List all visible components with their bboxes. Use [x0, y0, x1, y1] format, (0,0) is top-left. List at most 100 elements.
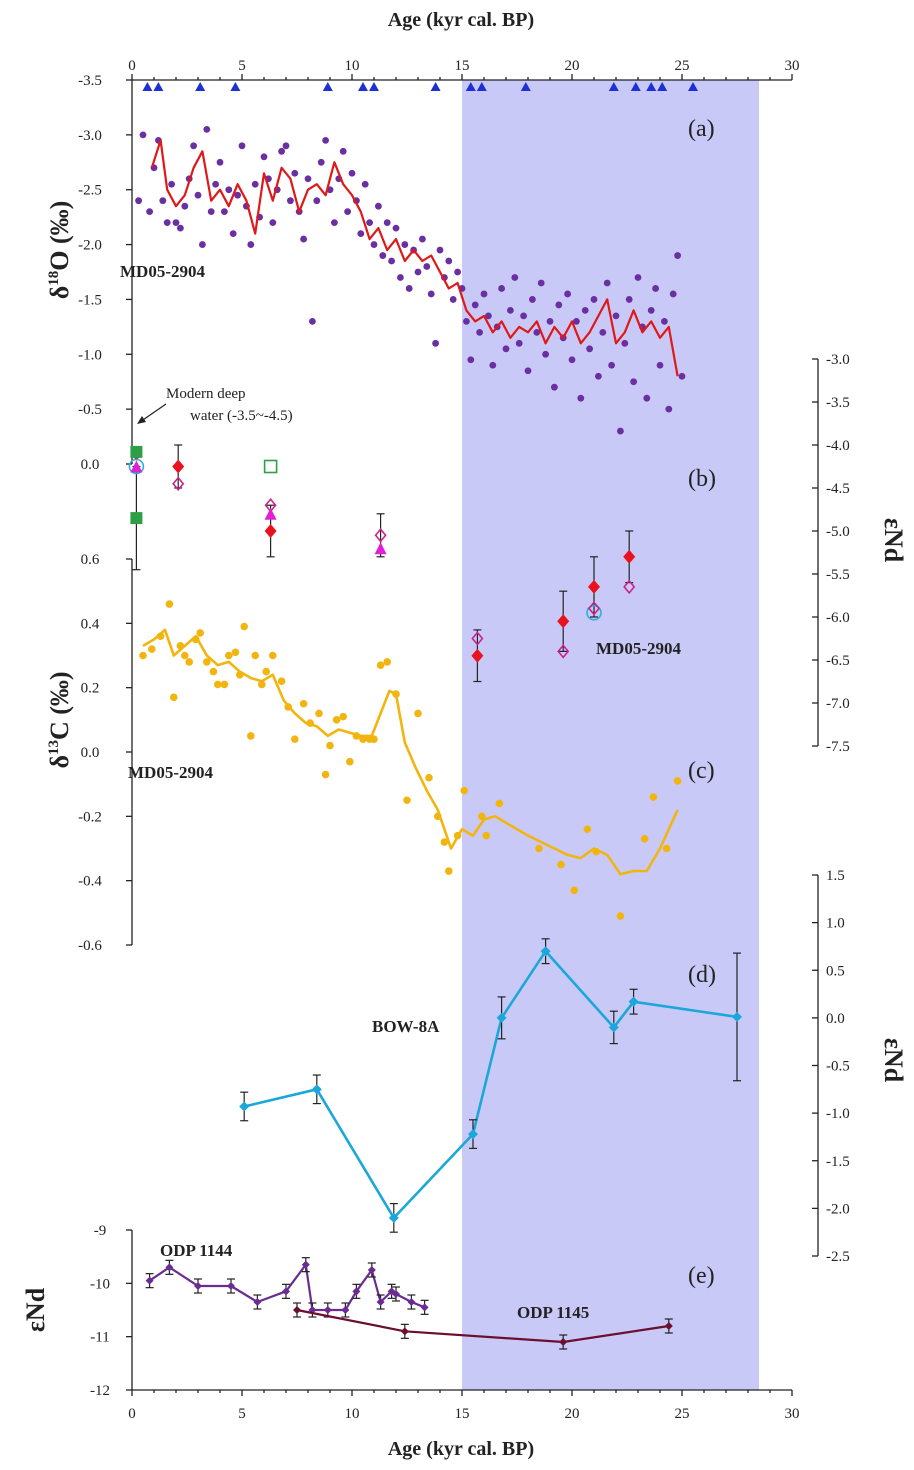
panel-e-y-tick-label: -12: [90, 1383, 110, 1399]
panel-e-y-tick-label: -9: [94, 1223, 107, 1239]
panel-e-point-odp-1144: [420, 1303, 429, 1312]
panel-c-y-title: δ13C (‰): [45, 671, 74, 768]
panel-d-y-tick-label: 0.0: [826, 1011, 845, 1027]
panel-a-point: [586, 345, 593, 353]
top-x-tick-label: 20: [565, 58, 580, 74]
panel-e-point-odp-1144: [392, 1290, 400, 1298]
panel-a-point: [454, 268, 461, 276]
panel-a-point: [260, 153, 268, 161]
panel-c-point: [315, 709, 323, 718]
panel-c-point: [321, 770, 330, 779]
panel-a-point: [612, 312, 620, 320]
panel-a-point: [247, 241, 255, 248]
panel-c-point: [535, 844, 543, 853]
panel-c-point: [673, 777, 682, 785]
panel-c-point: [240, 622, 248, 631]
panel-b-y-tick-label: -4.5: [826, 481, 850, 497]
panel-c-point: [440, 838, 449, 846]
panel-b-marker-diamond-filled: [172, 459, 185, 474]
panel-e-point-odp-1145: [664, 1322, 673, 1330]
panel-a-point: [361, 180, 369, 188]
top-x-tick-label: 25: [675, 58, 690, 74]
panel-a-point: [159, 197, 167, 205]
panel-b-y-tick-label: -3.5: [826, 395, 850, 411]
panel-a-point: [511, 274, 519, 281]
top-x-axis-title: Age (kyr cal. BP): [388, 9, 534, 31]
panel-a-point: [397, 274, 404, 281]
radiocarbon-date-marker: [520, 82, 531, 91]
panel-a-point: [463, 317, 470, 325]
panel-a-point: [608, 361, 615, 369]
panel-c-point: [359, 735, 367, 743]
panel-c-point: [460, 786, 469, 795]
panel-c-point: [258, 680, 266, 689]
panel-a-point: [647, 307, 655, 314]
panel-c-point: [445, 867, 453, 875]
panel-b-y-tick-label: -3.0: [826, 352, 850, 368]
radiocarbon-date-marker: [646, 82, 657, 91]
panel-a-point: [229, 230, 237, 238]
radiocarbon-date-marker: [465, 82, 476, 91]
radiocarbon-date-marker: [608, 82, 619, 91]
modern-water-note-line2: water (-3.5~-4.5): [190, 408, 293, 424]
panel-c-series-line: [142, 628, 679, 876]
panel-c-point: [214, 680, 222, 689]
top-x-tick-label: 5: [238, 58, 246, 74]
panel-d-point: [540, 946, 551, 957]
panel-a-point: [331, 219, 338, 227]
panel-b-y-tick-label: -6.5: [826, 653, 850, 669]
panel-e-point-odp-1144: [407, 1298, 416, 1306]
panel-b-marker-diamond-open: [374, 528, 387, 543]
panel-a-point: [529, 296, 536, 303]
panel-d-y-tick-label: -1.5: [826, 1154, 850, 1170]
panel-b-marker-diamond-filled: [557, 614, 570, 629]
panel-a-y-tick-label: -0.5: [78, 402, 102, 418]
panel-c-point: [291, 735, 299, 743]
panel-b-marker-diamond-filled: [264, 524, 277, 538]
panel-e-point-odp-1144: [352, 1287, 361, 1296]
panel-c-y-tick-label: -0.2: [78, 809, 102, 825]
panel-a-y-tick-label: 0.0: [81, 457, 100, 473]
panel-d-point: [496, 1012, 507, 1023]
panel-b-marker-triangle: [130, 460, 143, 473]
panel-a-y-tick-label: -3.5: [78, 73, 102, 89]
panel-a-point: [304, 175, 312, 183]
panel-a-y-tick-label: -2.0: [78, 238, 102, 254]
panel-c-point: [203, 658, 211, 666]
panel-a-point: [652, 285, 659, 292]
panel-b-y-tick-label: -5.5: [826, 567, 850, 583]
panel-d-point: [608, 1022, 619, 1033]
panel-c-point: [299, 699, 308, 708]
panel-c-point: [649, 793, 658, 801]
panel-e-y-tick-label: -10: [90, 1276, 110, 1292]
panel-c-point: [570, 886, 578, 895]
panel-a-point: [665, 405, 673, 413]
panel-a-point: [212, 180, 220, 188]
panel-a-point: [669, 290, 677, 298]
panel-b-marker-square-filled: [130, 512, 143, 525]
panel-a-point: [278, 147, 285, 155]
panel-a-point: [568, 356, 576, 364]
panel-d-y-tick-label: 1.0: [826, 916, 845, 932]
panel-a-point: [203, 125, 211, 133]
panel-a-point: [401, 241, 409, 248]
panel-a-point: [436, 246, 444, 254]
radiocarbon-date-marker: [369, 82, 379, 91]
shaded-interval: [462, 80, 759, 1390]
panel-e-point-odp-1145: [400, 1327, 409, 1336]
panel-e-point-odp-1144: [253, 1298, 262, 1306]
panel-b-marker-triangle: [374, 542, 387, 555]
panel-e-point-odp-1145: [293, 1306, 301, 1314]
panel-a-y-tick-label: -3.0: [78, 128, 102, 144]
panel-d-y-tick-label: -1.0: [826, 1106, 850, 1122]
panel-a-point: [309, 317, 316, 325]
panel-a-point: [313, 197, 321, 205]
panel-a-point: [595, 372, 602, 380]
panel-a-point: [221, 208, 228, 216]
panel-c-point: [339, 712, 348, 721]
panel-a-point: [630, 378, 637, 386]
panel-e-point-odp-1144: [367, 1266, 376, 1274]
panel-a-point: [168, 180, 176, 188]
panel-a-point: [375, 202, 382, 210]
